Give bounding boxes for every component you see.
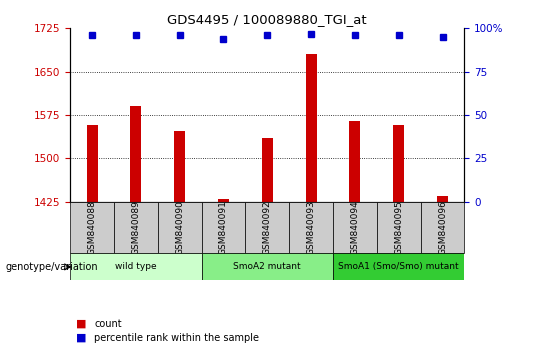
Bar <box>377 202 421 253</box>
Bar <box>349 121 360 202</box>
Bar <box>131 106 141 202</box>
Text: GSM840093: GSM840093 <box>307 200 315 255</box>
Text: percentile rank within the sample: percentile rank within the sample <box>94 333 260 343</box>
Text: GSM840094: GSM840094 <box>350 200 360 255</box>
Bar <box>70 202 114 253</box>
Bar <box>333 253 464 280</box>
Bar <box>262 138 273 202</box>
Bar <box>245 202 289 253</box>
Bar <box>437 196 448 202</box>
Bar <box>114 202 158 253</box>
Bar <box>201 202 245 253</box>
Text: GSM840088: GSM840088 <box>87 200 97 255</box>
Text: count: count <box>94 319 122 329</box>
Bar <box>306 55 316 202</box>
Bar <box>421 202 464 253</box>
Text: GSM840089: GSM840089 <box>131 200 140 255</box>
Text: wild type: wild type <box>115 262 157 271</box>
Text: SmoA2 mutant: SmoA2 mutant <box>233 262 301 271</box>
Bar <box>201 253 333 280</box>
Text: GSM840091: GSM840091 <box>219 200 228 255</box>
Bar <box>393 125 404 202</box>
Bar <box>174 131 185 202</box>
Bar <box>70 253 201 280</box>
Text: SmoA1 (Smo/Smo) mutant: SmoA1 (Smo/Smo) mutant <box>339 262 459 271</box>
Text: GSM840095: GSM840095 <box>394 200 403 255</box>
Text: GSM840092: GSM840092 <box>263 200 272 255</box>
Text: genotype/variation: genotype/variation <box>5 262 98 272</box>
Title: GDS4495 / 100089880_TGI_at: GDS4495 / 100089880_TGI_at <box>167 13 367 26</box>
Bar <box>333 202 377 253</box>
Bar <box>218 199 229 202</box>
Text: GSM840096: GSM840096 <box>438 200 447 255</box>
Text: ■: ■ <box>76 333 86 343</box>
Text: ■: ■ <box>76 319 86 329</box>
Bar <box>86 125 98 202</box>
Bar <box>289 202 333 253</box>
Text: GSM840090: GSM840090 <box>175 200 184 255</box>
Bar <box>158 202 201 253</box>
